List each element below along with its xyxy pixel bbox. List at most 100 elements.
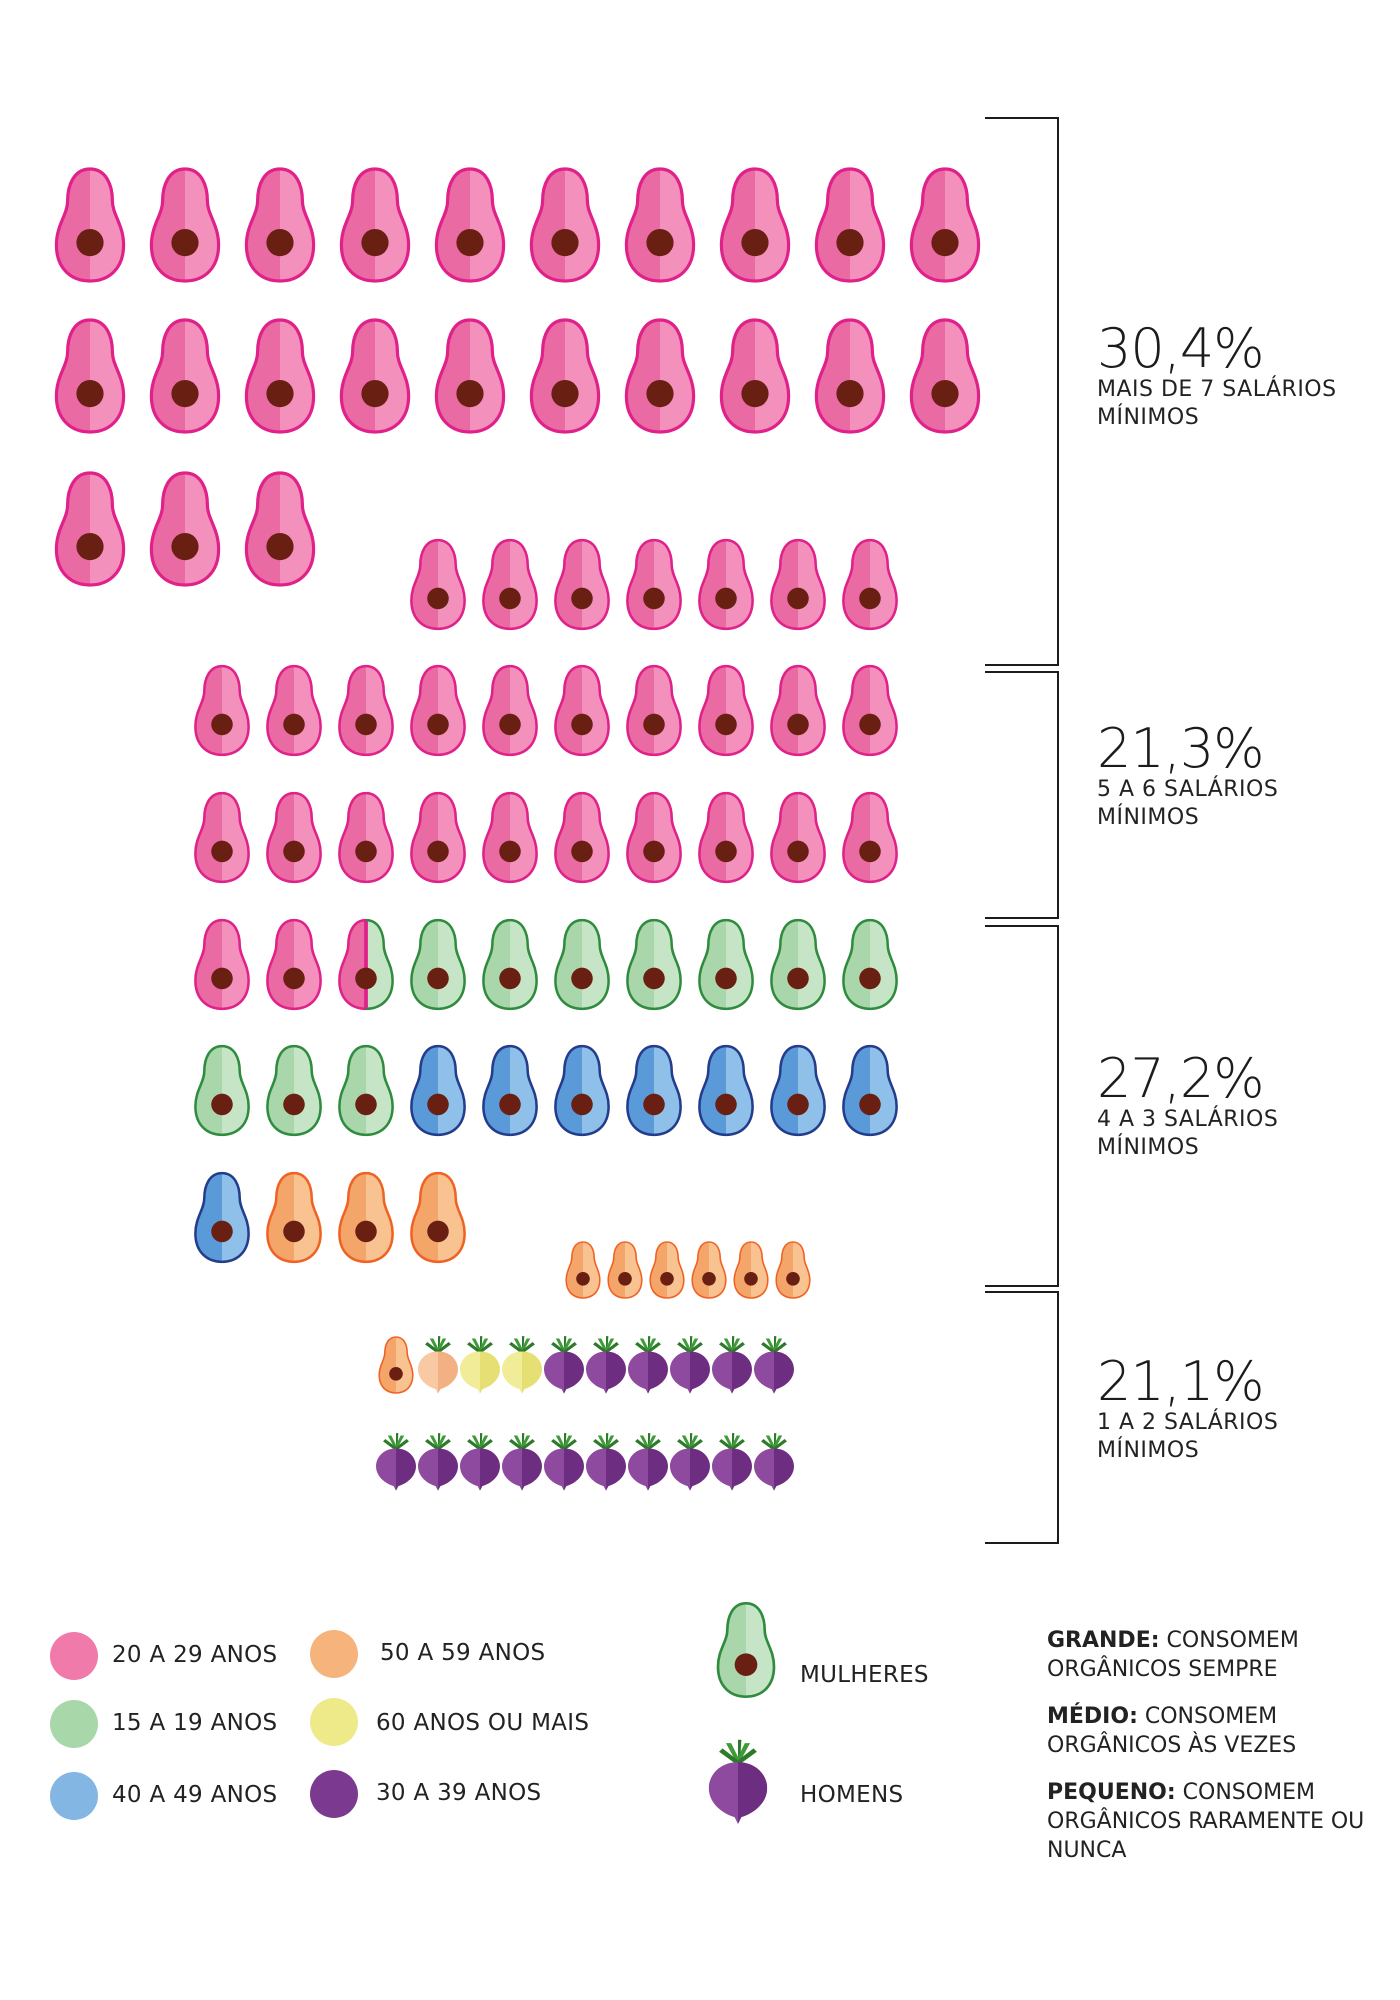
legend-swatch-60-plus [310, 1698, 358, 1746]
group-description: 4 A 3 SALÁRIOS MÍNIMOS [1097, 1107, 1279, 1160]
beet-icon [628, 1433, 668, 1491]
group-percent: 27,2% [1097, 1047, 1265, 1110]
avocado-icon [698, 664, 754, 757]
avocado-icon [266, 664, 322, 757]
beet-icon [460, 1433, 500, 1491]
legend-swatch-20-29 [50, 1632, 98, 1680]
avocado-icon [338, 1171, 394, 1264]
group-percent: 21,3% [1097, 717, 1265, 780]
group-description: 5 A 6 SALÁRIOS MÍNIMOS [1097, 777, 1279, 830]
avocado-icon [482, 538, 538, 631]
avocado-icon [770, 791, 826, 884]
avocado-icon [194, 918, 250, 1011]
avocado-icon [607, 1241, 643, 1299]
avocado-icon [842, 1044, 898, 1137]
avocado-icon [338, 1044, 394, 1137]
avocado-icon [842, 918, 898, 1011]
avocado-icon [770, 1044, 826, 1137]
avocado-icon [194, 1044, 250, 1137]
avocado-icon [649, 1241, 685, 1299]
avocado-icon [54, 167, 126, 283]
legend-swatch-30-39 [310, 1770, 358, 1818]
group-bracket [985, 671, 1059, 919]
size-term: MÉDIO: [1047, 1704, 1138, 1729]
group-label-1: 30,4% MAIS DE 7 SALÁRIOS MÍNIMOS [1097, 322, 1357, 432]
beet-icon [376, 1433, 416, 1491]
beet-icon [418, 1433, 458, 1491]
avocado-icon [842, 538, 898, 631]
avocado-icon [626, 1044, 682, 1137]
avocado-icon [719, 318, 791, 434]
avocado-icon [434, 318, 506, 434]
size-legend-medium: MÉDIO: CONSOMEM ORGÂNICOS ÀS VEZES [1047, 1702, 1377, 1760]
avocado-icon [698, 791, 754, 884]
avocado-icon [266, 1171, 322, 1264]
avocado-icon [719, 167, 791, 283]
group-bracket [985, 1291, 1059, 1544]
group-label-3: 27,2% 4 A 3 SALÁRIOS MÍNIMOS [1097, 1052, 1357, 1162]
legend-label: 15 A 19 ANOS [112, 1710, 278, 1736]
legend-label: 20 A 29 ANOS [112, 1642, 278, 1668]
group-bracket [985, 117, 1059, 666]
avocado-icon [698, 918, 754, 1011]
avocado-icon [149, 167, 221, 283]
group-percent: 21,1% [1097, 1350, 1265, 1413]
group-label-2: 21,3% 5 A 6 SALÁRIOS MÍNIMOS [1097, 722, 1357, 832]
avocado-icon [691, 1241, 727, 1299]
avocado-icon [482, 791, 538, 884]
avocado-icon [410, 538, 466, 631]
beet-icon [586, 1433, 626, 1491]
avocado-icon [244, 167, 316, 283]
avocado-icon [266, 791, 322, 884]
legend-men-label: HOMENS [800, 1782, 904, 1808]
beet-icon [708, 1739, 768, 1825]
beet-icon [712, 1433, 752, 1491]
avocado-icon [626, 918, 682, 1011]
avocado-icon [194, 664, 250, 757]
beet-icon [628, 1336, 668, 1394]
avocado-icon [554, 918, 610, 1011]
avocado-icon [554, 538, 610, 631]
avocado-icon [624, 167, 696, 283]
avocado-icon [775, 1241, 811, 1299]
group-description: 1 A 2 SALÁRIOS MÍNIMOS [1097, 1410, 1279, 1463]
avocado-icon [842, 664, 898, 757]
beet-icon [460, 1336, 500, 1394]
avocado-icon [814, 318, 886, 434]
avocado-icon [410, 1044, 466, 1137]
avocado-icon [770, 918, 826, 1011]
legend-swatch-15-19 [50, 1700, 98, 1748]
beet-icon [502, 1336, 542, 1394]
avocado-icon [149, 318, 221, 434]
avocado-icon [626, 538, 682, 631]
avocado-icon [338, 918, 394, 1011]
avocado-icon [733, 1241, 769, 1299]
legend-women-label: MULHERES [800, 1662, 929, 1688]
avocado-icon [410, 918, 466, 1011]
avocado-icon [909, 318, 981, 434]
beet-icon [754, 1433, 794, 1491]
beet-icon [670, 1433, 710, 1491]
size-legend-large: GRANDE: CONSOMEM ORGÂNICOS SEMPRE [1047, 1626, 1377, 1684]
avocado-icon [434, 167, 506, 283]
legend-label: 60 ANOS OU MAIS [376, 1710, 590, 1736]
avocado-icon [194, 1171, 250, 1264]
avocado-icon [410, 791, 466, 884]
avocado-icon [482, 918, 538, 1011]
legend-swatch-50-59 [310, 1630, 358, 1678]
avocado-icon [770, 538, 826, 631]
avocado-icon [529, 167, 601, 283]
avocado-icon [339, 167, 411, 283]
avocado-icon [244, 471, 316, 587]
avocado-icon [339, 318, 411, 434]
avocado-icon [378, 1336, 414, 1394]
group-bracket [985, 925, 1059, 1287]
legend-label: 50 A 59 ANOS [380, 1640, 546, 1666]
group-label-4: 21,1% 1 A 2 SALÁRIOS MÍNIMOS [1097, 1355, 1357, 1465]
avocado-icon [554, 791, 610, 884]
avocado-icon [54, 471, 126, 587]
size-text: CONSOMEM ORGÂNICOS ÀS VEZES [1047, 1704, 1297, 1758]
avocado-icon [338, 664, 394, 757]
avocado-icon [266, 918, 322, 1011]
